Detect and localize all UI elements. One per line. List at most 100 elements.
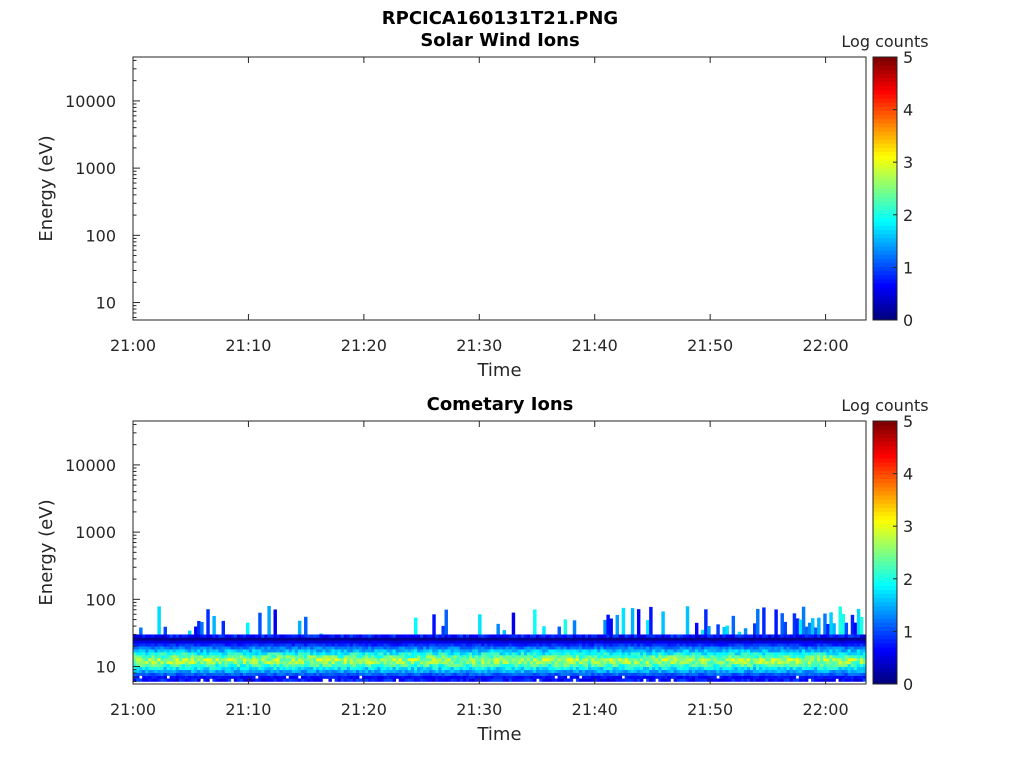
colorbar-cell [873, 172, 897, 177]
heat-cell [273, 640, 277, 644]
heat-cell [133, 657, 137, 662]
heat-cell [249, 678, 253, 682]
heat-cell [233, 663, 238, 668]
heat-cell [526, 672, 531, 676]
colorbar-cell [873, 482, 897, 488]
heat-cell [487, 669, 491, 673]
heat-cell [478, 666, 482, 671]
heat-cell [368, 663, 372, 668]
heat-cell [759, 675, 763, 679]
heat-cell [618, 652, 623, 656]
heat-cell [481, 646, 485, 650]
heat-cell [765, 666, 769, 671]
heat-cell [218, 634, 222, 638]
heat-cell [258, 666, 262, 671]
heat-cell [288, 678, 293, 682]
heat-cell [557, 646, 561, 650]
heat-cell [407, 666, 412, 671]
heat-cell [285, 655, 290, 659]
heat-cell [545, 657, 549, 662]
heat-cell [462, 660, 467, 665]
heat-cell [557, 675, 561, 679]
heat-cell [493, 678, 497, 682]
heat-cell [630, 643, 635, 647]
heat-cell [756, 637, 760, 641]
heat-cell [832, 666, 836, 671]
heat-cell [829, 666, 833, 671]
heat-cell [142, 643, 146, 647]
heat-cell [643, 657, 647, 662]
heat-cell [163, 657, 167, 662]
heat-cell [359, 649, 363, 653]
heat-cell [429, 646, 433, 650]
heat-cell [291, 675, 296, 679]
heat-cell [820, 652, 824, 656]
heat-cell [557, 652, 561, 656]
heat-cell [655, 634, 659, 638]
heat-cell [413, 634, 418, 638]
heat-cell [743, 640, 748, 644]
heat-cell [499, 652, 503, 656]
heat-cell [652, 649, 656, 653]
colorbar-cell [873, 536, 897, 541]
heat-cell [859, 655, 864, 659]
heat-cell [404, 640, 409, 644]
heat-cell [569, 655, 574, 659]
heat-cell [850, 640, 855, 644]
heat-cell [530, 649, 534, 653]
heat-cell [221, 663, 226, 668]
heat-cell [279, 678, 284, 682]
heat-cell [178, 672, 183, 676]
heat-cell [597, 646, 601, 650]
heat-cell [676, 640, 681, 644]
heat-cell [667, 652, 671, 656]
heat-cell [212, 663, 216, 668]
heat-cell [261, 663, 265, 668]
heat-cell [569, 649, 574, 653]
heat-cell [514, 678, 519, 682]
heat-cell [844, 652, 849, 656]
heat-cell [444, 672, 448, 676]
heat-cell [548, 657, 552, 662]
heat-cell [148, 652, 152, 656]
heat-cell [206, 640, 210, 644]
heat-cell [667, 678, 671, 682]
heat-cell [606, 675, 610, 679]
heat-cell [575, 637, 580, 641]
heat-cell [233, 640, 238, 644]
heat-cell [239, 655, 244, 659]
heat-cell [661, 643, 665, 647]
heat-cell [267, 663, 271, 668]
colorbar-cell [873, 474, 897, 480]
heat-cell [804, 666, 809, 671]
heat-cell [774, 678, 778, 682]
heat-cell [233, 678, 238, 682]
heat-cell [801, 675, 806, 679]
heat-cell [261, 678, 265, 682]
heat-cell [380, 669, 384, 673]
heat-cell [823, 678, 827, 682]
heat-cell [432, 649, 436, 653]
heat-cell [804, 640, 809, 644]
heat-cell [297, 640, 302, 644]
heat-cell [807, 672, 812, 676]
heat-cell [627, 660, 632, 665]
heat-cell [487, 678, 491, 682]
heat-cell [710, 643, 714, 647]
heat-cell [566, 649, 571, 653]
heat-cell [417, 646, 421, 650]
heat-cell [859, 617, 864, 635]
heat-cell [279, 675, 284, 679]
heat-cell [542, 643, 546, 647]
heat-cell [481, 666, 485, 671]
heat-cell [832, 678, 836, 682]
heat-cell [362, 649, 366, 653]
heat-cell [194, 672, 198, 676]
heat-cell [276, 669, 280, 673]
colorbar-cell [873, 445, 897, 451]
heat-cell [230, 646, 235, 650]
heat-cell [694, 669, 699, 673]
heat-cell [203, 643, 207, 647]
heat-cell [606, 657, 610, 662]
heat-cell [612, 655, 616, 659]
